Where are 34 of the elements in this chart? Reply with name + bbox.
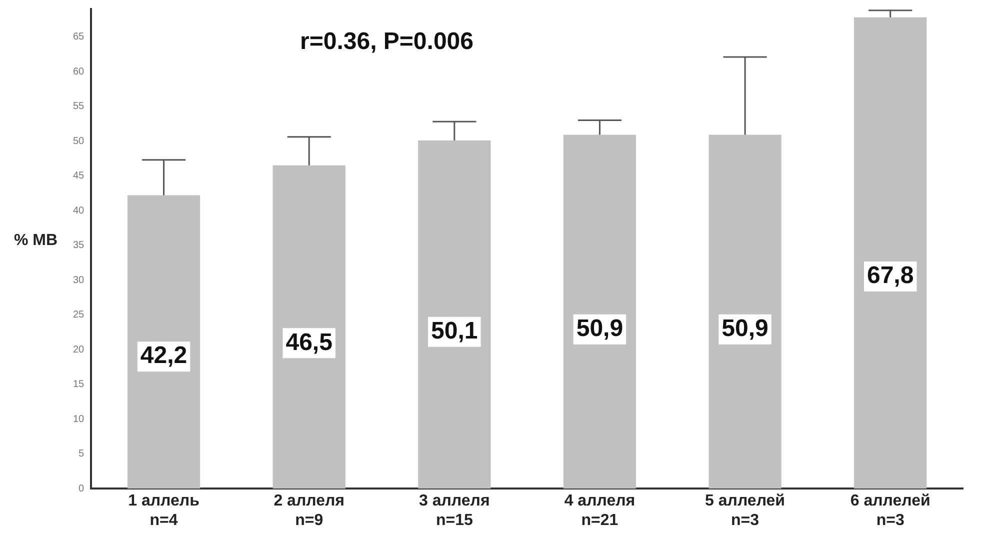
- y-tick-label: 55: [73, 101, 85, 112]
- y-tick-label: 35: [73, 240, 85, 252]
- y-axis-title: % МВ: [14, 232, 58, 250]
- y-tick-label: 60: [73, 66, 85, 78]
- y-tick-label: 25: [73, 310, 85, 321]
- y-tick-label: 15: [73, 379, 85, 390]
- x-tick-label: 5 аллелей n=3: [705, 492, 786, 529]
- y-tick-label: 30: [73, 274, 85, 286]
- data-label: 50,9: [576, 315, 624, 342]
- annotation: r=0.36, P=0.006: [300, 28, 474, 56]
- y-tick-label: 65: [73, 32, 85, 43]
- data-label: 46,5: [286, 328, 332, 356]
- x-tick-label: 6 аллелей n=3: [850, 492, 930, 529]
- data-label: 50,1: [431, 318, 478, 345]
- y-tick-label: 0: [78, 483, 85, 494]
- bar: [563, 134, 636, 489]
- bar: [127, 195, 200, 489]
- y-tick-label: 50: [73, 136, 85, 147]
- data-label: 50,9: [722, 315, 768, 342]
- bar: [708, 134, 782, 489]
- bar: [272, 165, 346, 489]
- bar: [854, 17, 927, 489]
- data-label: 42,2: [140, 342, 188, 370]
- x-tick-label: 2 аллеля n=9: [274, 492, 344, 529]
- bar: [418, 140, 491, 489]
- y-tick-label: 5: [78, 448, 85, 460]
- y-tick-label: 10: [73, 414, 85, 425]
- y-tick-label: 45: [73, 170, 85, 182]
- x-tick-label: 3 аллеля n=15: [419, 492, 490, 529]
- data-label: 67,8: [866, 262, 914, 290]
- y-tick-label: 40: [73, 205, 85, 216]
- x-tick-label: 4 аллеля n=21: [564, 492, 636, 529]
- y-tick-label: 20: [73, 344, 85, 356]
- x-tick-label: 1 аллель n=4: [128, 492, 200, 529]
